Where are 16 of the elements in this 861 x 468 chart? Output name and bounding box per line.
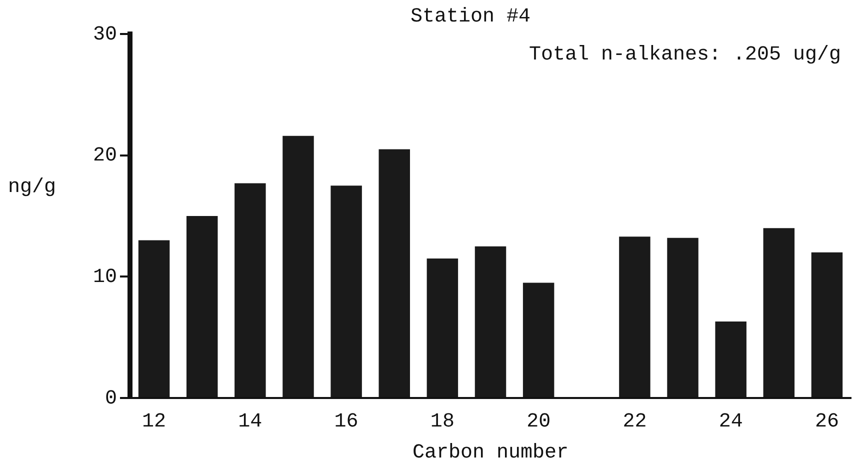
y-tick-label: 10 <box>92 266 118 289</box>
x-axis-title: Carbon number <box>412 441 569 464</box>
y-tick-label: 20 <box>92 144 118 168</box>
x-tick-label: 18 <box>430 410 454 434</box>
y-axis-title: ng/g <box>8 176 56 200</box>
x-tick-label: 20 <box>526 410 551 434</box>
chart-title: Station #4 <box>410 5 531 28</box>
x-tick-label: 16 <box>334 410 358 434</box>
x-tick-label: 24 <box>718 410 743 434</box>
x-tick-label: 12 <box>142 410 166 434</box>
x-tick-label: 14 <box>238 410 262 434</box>
annotation: Total n-alkanes: .205 ug/g <box>528 43 841 66</box>
y-tick-label: 0 <box>104 387 118 410</box>
x-tick-label: 26 <box>814 410 839 434</box>
y-tick-label: 30 <box>92 23 118 46</box>
x-tick-label: 22 <box>622 410 647 434</box>
